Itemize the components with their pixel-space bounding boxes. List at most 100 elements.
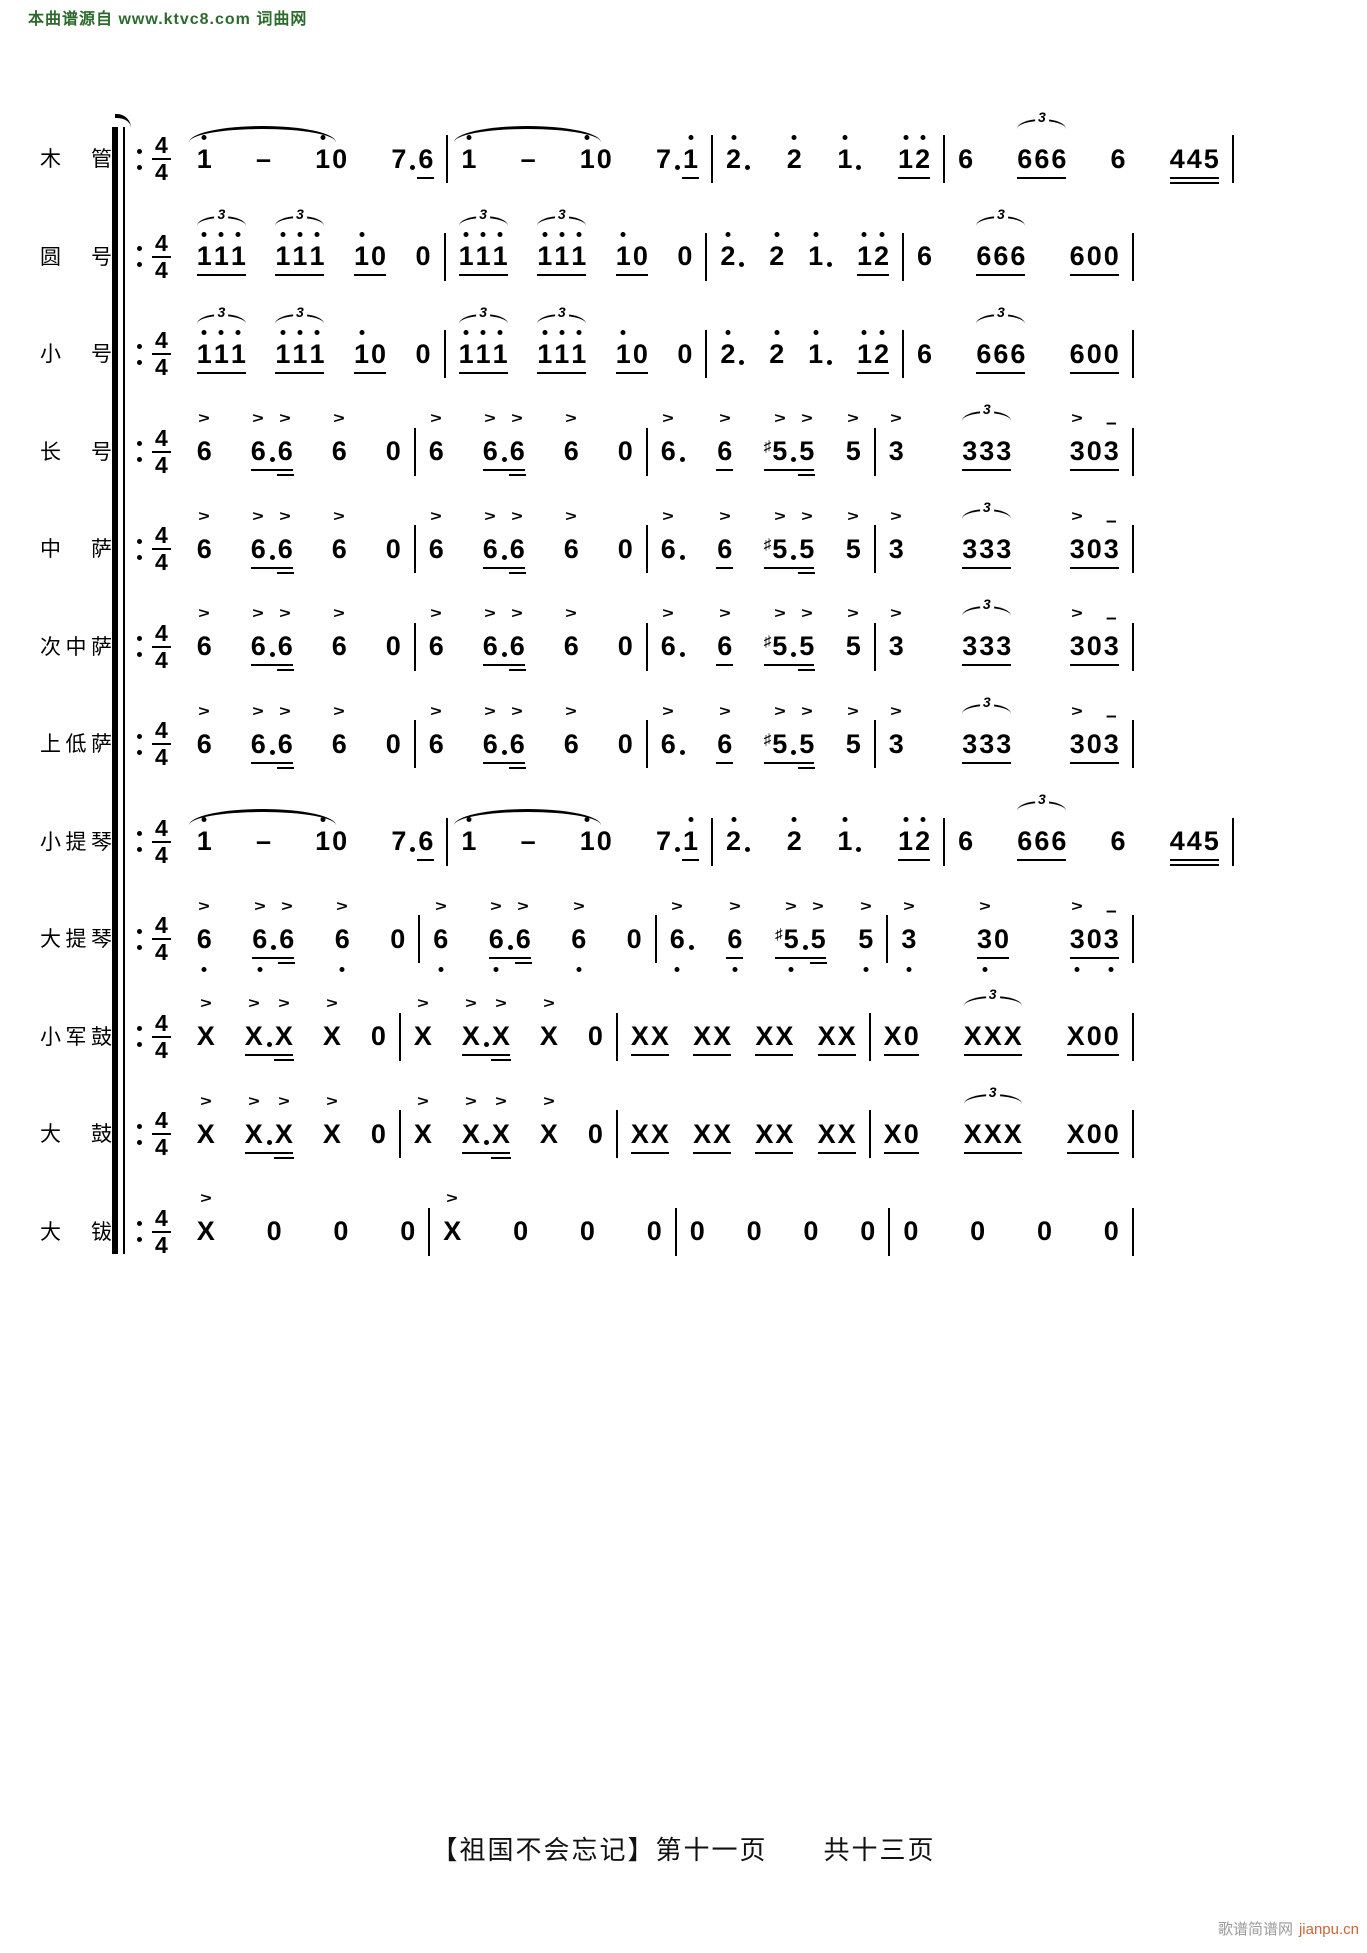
note-digit: 5 [1203,143,1219,174]
site-watermark-link[interactable]: jianpu.cn [1298,1921,1359,1938]
note: 1 [197,329,212,368]
time-signature-denominator: 4 [152,1230,171,1258]
note: X [964,1023,982,1050]
note: 1 [616,329,631,368]
note-digit: 6 [976,241,992,271]
note-digit: 6 > [563,702,579,759]
tenuto-mark: – [1105,510,1117,532]
note: 6 > [251,606,276,660]
beam-line [963,1054,1022,1056]
note-group: 6 > [571,899,586,972]
note-digit: 0 [646,1216,662,1246]
note: 0 [904,1120,919,1148]
octave-dot-low [576,966,582,972]
augmentation-dot [501,554,507,560]
note-group: 3 > [889,704,904,758]
beam-line [537,274,587,276]
note-digit: 0 [371,338,387,369]
beam-line [1066,1151,1119,1154]
note-digit: 3 > [901,899,916,972]
time-signature-numerator: 4 [155,717,168,743]
note: 1 [537,329,552,368]
note: X [884,1023,902,1050]
repeat-dot [137,246,142,251]
octave-dot-high [463,232,469,237]
note-digit: 6 > [250,410,266,466]
time-signature-numerator: 4 [155,1107,168,1133]
note-digit: X [1066,1118,1085,1149]
beam-line [1169,181,1219,184]
note-digit: 3 > [1069,605,1085,661]
note-group: 6 >6 > [250,410,294,476]
accent-mark: > [774,507,786,525]
note: 6 > [483,509,508,563]
barline [446,817,449,866]
note: 6 [993,338,1009,369]
note: 6 > [429,606,444,660]
accent-mark: > [435,897,447,915]
note-digit: 6 [993,338,1009,369]
note: 0 [627,925,642,953]
sharp-icon: ♯ [763,438,772,455]
note-digit: 0 [860,1216,876,1246]
instrument-label: 中 萨 [40,537,112,561]
note-group: 0 [677,243,692,270]
note-digit: 1 [493,329,508,368]
note-digit: 1 [571,232,586,270]
staff-row: 4 4 6 >6 >6 >6 >0 6 >6 >6 >6 >0 6 >6 > ♯ 5 >5 >5 >3 >3 3 3 3 3 >0… [130,597,1134,696]
note: X [631,1023,649,1050]
note-digit: 6 [417,828,435,861]
note: 1 [493,329,508,368]
note: 6 > [335,899,350,972]
note-group: 6 > [335,899,350,972]
octave-dot-low [438,966,444,972]
note: 3 [962,633,977,660]
beam-line [1069,956,1119,959]
note-digit: 6 > [716,704,734,764]
note: 0 [332,145,347,173]
octave-dot-high [861,232,867,237]
measure: 1–1 0 7 6 [184,808,447,861]
time-signature-denominator: 4 [152,158,171,185]
underline [716,469,734,471]
barline [902,232,905,281]
note: X [755,1023,773,1050]
time-signature-numerator: 4 [155,327,168,353]
note-group: 2 [720,329,745,368]
accent-mark: > [847,507,859,525]
note: 2 [915,817,930,855]
note-digit: X [983,1118,1002,1149]
accent-mark: > [430,702,442,720]
underline [273,1156,294,1159]
accent-mark: > [543,995,555,1012]
note: 0 [371,1120,386,1148]
note-group: 0 [371,1120,386,1148]
accent-mark: > [890,702,902,720]
note-digit: X [650,1118,669,1149]
note: 6 > [508,509,526,574]
note-digit: – [255,826,271,856]
beam-line [856,274,890,276]
note-group: 0 [618,438,633,465]
augmentation-dot [674,164,680,170]
note-group: 5 > [858,899,873,972]
note-group: 6 > [429,509,444,563]
repeat-start-colon [137,441,142,462]
note: X [1067,1023,1085,1050]
note-digit: 6 [976,338,992,369]
accent-mark: > [278,995,290,1012]
note-digit: 0 [596,826,612,856]
note-group: 6 >6 > [482,411,526,476]
note: 0 [400,1218,415,1245]
note-digit: 1 [459,232,474,270]
note-digit: 2 [874,329,889,368]
